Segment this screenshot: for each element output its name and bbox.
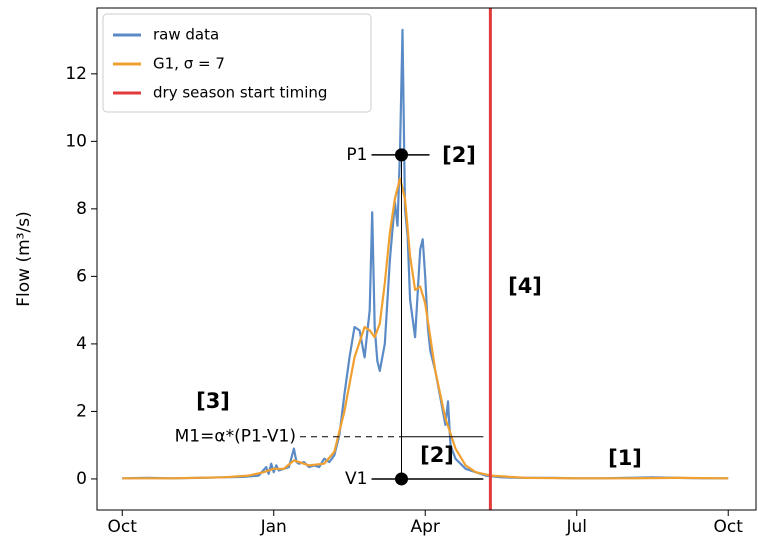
v1-point — [395, 472, 409, 486]
y-tick-label: 6 — [76, 266, 87, 286]
v1-label: V1 — [345, 469, 367, 489]
note: [2] — [420, 443, 454, 467]
legend-label: G1, σ = 7 — [153, 55, 225, 73]
data-line — [122, 177, 729, 480]
legend-label: dry season start timing — [153, 84, 327, 102]
y-tick-label: 4 — [76, 334, 87, 354]
note: [1] — [608, 446, 642, 470]
y-tick-label: 8 — [76, 199, 87, 219]
legend-box — [102, 13, 372, 113]
y-tick-label: 10 — [65, 131, 87, 151]
p1-label: P1 — [346, 145, 367, 165]
x-tick-label: Jul — [565, 517, 587, 536]
x-tick-label: Oct — [108, 517, 138, 536]
y-tick-label: 2 — [76, 401, 87, 421]
y-tick-label: 12 — [65, 64, 87, 84]
m1-label: M1=α*(P1-V1) — [175, 427, 296, 447]
x-tick-label: Apr — [411, 517, 440, 536]
note: [4] — [508, 274, 542, 298]
plot-frame — [96, 7, 757, 511]
legend-label: raw data — [153, 26, 219, 44]
x-tick-label: Jan — [260, 517, 287, 536]
note: [3] — [196, 389, 230, 413]
y-axis-label: Flow (m³/s) — [14, 211, 34, 306]
note: [2] — [442, 143, 476, 167]
p1-point — [395, 148, 409, 162]
x-tick-label: Oct — [714, 517, 744, 536]
y-tick-label: 0 — [76, 469, 87, 489]
